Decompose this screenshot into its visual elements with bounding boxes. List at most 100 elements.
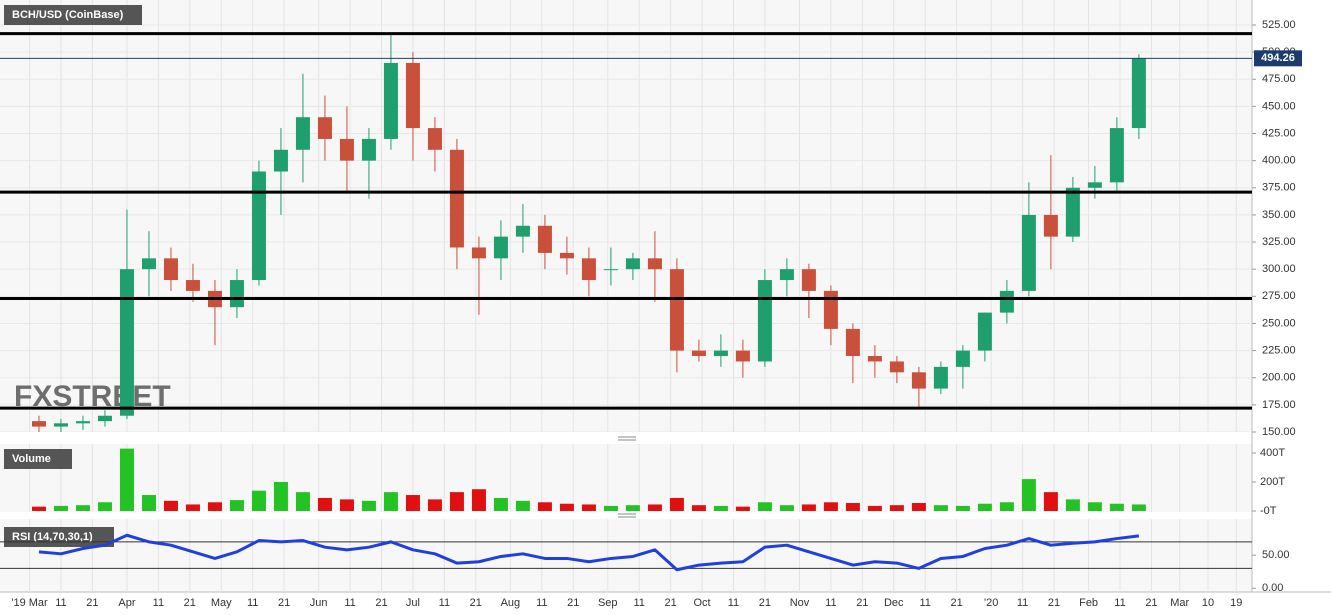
y-tick-label: 400.00 xyxy=(1262,155,1296,167)
candle-body xyxy=(251,171,266,281)
candle-body xyxy=(273,149,288,172)
candle-body xyxy=(383,62,398,139)
candle-body xyxy=(537,225,552,253)
y-tick-label: 300.00 xyxy=(1262,263,1296,275)
volume-bar xyxy=(669,497,684,511)
x-tick-label: 21 xyxy=(278,597,290,609)
candle-body xyxy=(625,258,640,270)
y-tick-label: 175.00 xyxy=(1262,399,1296,411)
candle-body xyxy=(229,280,244,308)
volume-bar xyxy=(273,481,288,511)
x-tick-label: 11 xyxy=(247,597,258,609)
candle-body xyxy=(515,225,530,237)
x-tick-label: Feb xyxy=(1079,597,1098,609)
x-tick-label: '20 xyxy=(984,597,998,609)
volume-bar xyxy=(1109,503,1124,511)
candle-body xyxy=(31,421,46,427)
x-tick-label: 21 xyxy=(184,597,196,609)
volume-bar xyxy=(801,504,816,511)
volume-bar xyxy=(119,448,134,511)
candle-body xyxy=(97,415,112,422)
candle-body xyxy=(603,269,618,271)
volume-bar xyxy=(185,504,200,511)
x-tick-label: Jul xyxy=(406,597,420,609)
x-tick-label: 11 xyxy=(825,597,836,609)
x-tick-label: 21 xyxy=(856,597,868,609)
x-tick-label: 11 xyxy=(1017,597,1028,609)
volume-bar xyxy=(31,506,46,511)
panel-title: RSI (14,70,30,1) xyxy=(12,531,93,543)
rsi-panel xyxy=(0,519,1252,592)
x-tick-label: Apr xyxy=(118,597,135,609)
candle-body xyxy=(163,258,178,281)
volume-bar xyxy=(1131,504,1146,511)
volume-bar xyxy=(911,503,926,511)
volume-bar xyxy=(383,492,398,511)
y-tick-label: 375.00 xyxy=(1262,182,1296,194)
volume-bar xyxy=(933,505,948,511)
candle-body xyxy=(691,350,706,357)
x-tick-label: 10 xyxy=(1202,597,1214,609)
volume-bar xyxy=(515,500,530,511)
volume-bar xyxy=(559,503,574,511)
candle-body xyxy=(581,258,596,281)
y-tick-label: 350.00 xyxy=(1262,209,1296,221)
x-tick-label: 11 xyxy=(1114,597,1125,609)
candle-body xyxy=(977,312,992,351)
candle-body xyxy=(669,269,684,351)
volume-bar xyxy=(405,495,420,511)
candle-body xyxy=(779,269,794,281)
candle-body xyxy=(955,350,970,367)
price-panel xyxy=(0,0,1252,432)
volume-bar xyxy=(845,503,860,511)
volume-panel xyxy=(0,444,1252,512)
x-tick-label: 11 xyxy=(633,597,644,609)
x-tick-label: 11 xyxy=(536,597,547,609)
splitter[interactable] xyxy=(618,513,636,518)
y-tick-label: -0T xyxy=(1260,505,1277,517)
volume-bar xyxy=(625,505,640,511)
panel-label-box xyxy=(4,449,72,469)
x-tick-label: 11 xyxy=(55,597,66,609)
volume-bar xyxy=(581,504,596,511)
x-tick-label: 21 xyxy=(1145,597,1157,609)
volume-bar xyxy=(999,502,1014,511)
y-tick-label: 250.00 xyxy=(1262,317,1296,329)
volume-bar xyxy=(295,492,310,511)
x-tick-label: 11 xyxy=(344,597,355,609)
y-tick-label: 425.00 xyxy=(1262,127,1296,139)
candle-body xyxy=(735,350,750,362)
x-tick-label: 21 xyxy=(950,597,962,609)
candle-body xyxy=(1131,58,1146,129)
y-tick-label: 400T xyxy=(1260,447,1285,459)
splitter[interactable] xyxy=(618,436,636,441)
y-tick-label: 275.00 xyxy=(1262,290,1296,302)
volume-bar xyxy=(493,497,508,511)
y-tick-label: 200.00 xyxy=(1262,372,1296,384)
panel-label-box xyxy=(4,5,142,25)
candle-body xyxy=(53,423,68,427)
candle-body xyxy=(845,328,860,357)
x-tick-label: Jun xyxy=(310,597,328,609)
x-tick-label: Dec xyxy=(884,597,904,609)
volume-bar xyxy=(1043,492,1058,511)
volume-bar xyxy=(977,503,992,511)
volume-bar xyxy=(691,505,706,511)
x-tick-label: 21 xyxy=(1048,597,1060,609)
panel-title: Volume xyxy=(12,453,51,465)
volume-bar xyxy=(53,505,68,511)
candle-body xyxy=(1043,214,1058,237)
volume-bar xyxy=(713,505,728,511)
last-price-tag xyxy=(1254,50,1302,67)
candle-body xyxy=(933,366,948,389)
rsi-line xyxy=(38,533,1140,572)
volume-bar xyxy=(229,500,244,511)
volume-bar xyxy=(339,499,354,511)
candle-body xyxy=(427,128,442,150)
x-tick-label: 21 xyxy=(664,597,676,609)
x-tick-label: 11 xyxy=(919,597,930,609)
y-tick-label: 325.00 xyxy=(1262,236,1296,248)
volume-bar xyxy=(603,505,618,511)
volume-bar xyxy=(207,502,222,511)
